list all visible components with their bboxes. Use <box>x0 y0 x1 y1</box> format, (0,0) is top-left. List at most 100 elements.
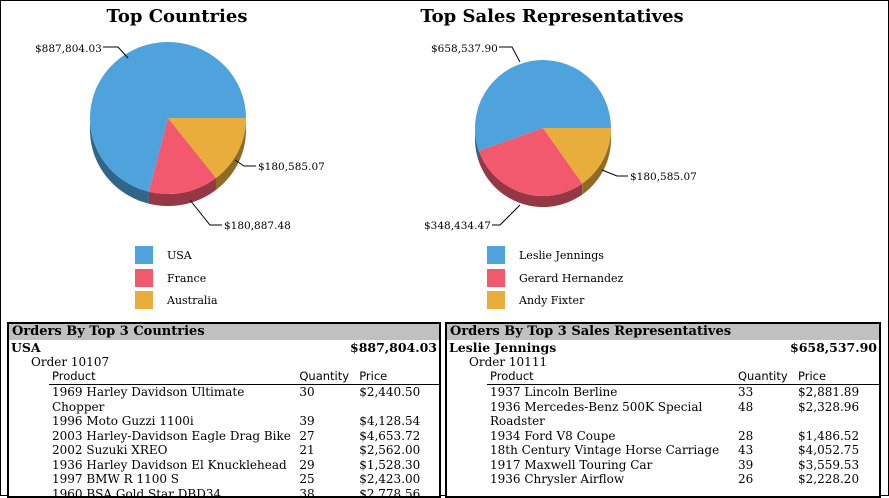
orders-by-sales-reps-panel: Orders By Top 3 Sales Representatives Le… <box>445 322 881 498</box>
table-header: Product Quantity Price <box>49 369 439 385</box>
cell-quantity: 39 <box>299 414 359 429</box>
cell-price: $2,423.00 <box>359 472 439 487</box>
orders-by-countries-panel: Orders By Top 3 Countries USA $887,804.0… <box>7 322 441 498</box>
order-number: Order 10111 <box>447 355 879 369</box>
cell-product: 1917 Maxwell Touring Car <box>487 458 738 473</box>
pie-chart-0: $887,804.03 $180,887.48 $180,585.07 <box>35 42 325 232</box>
cell-quantity: 48 <box>738 400 798 429</box>
cell-price: $2,881.89 <box>798 385 878 400</box>
cell-product: 1934 Ford V8 Coupe <box>487 429 738 444</box>
cell-quantity: 21 <box>299 443 359 458</box>
cell-product: 18th Century Vintage Horse Carriage <box>487 443 738 458</box>
cell-price: $2,562.00 <box>359 443 439 458</box>
value-label-leader <box>492 205 520 225</box>
legend-item-andy-fixter: Andy Fixter <box>487 291 584 309</box>
cell-price: $2,328.96 <box>798 400 878 429</box>
cell-quantity: 38 <box>299 487 359 498</box>
value-label-leader <box>602 170 628 176</box>
legend-item-france: France <box>135 269 206 287</box>
cell-price: $4,128.54 <box>359 414 439 429</box>
legend-swatch-andy <box>487 291 505 309</box>
cell-price: $2,228.20 <box>798 472 878 487</box>
column-header-price: Price <box>359 369 439 384</box>
table-row: 1936 Mercedes-Benz 500K Special Roadster… <box>487 400 879 429</box>
column-header-product: Product <box>487 369 738 384</box>
legend-item-usa: USA <box>135 246 192 264</box>
order-lines-table: Product Quantity Price 1937 Lincoln Berl… <box>487 369 879 487</box>
column-header-price: Price <box>798 369 878 384</box>
cell-product: 1936 Mercedes-Benz 500K Special Roadster <box>487 400 738 429</box>
column-header-product: Product <box>49 369 299 384</box>
cell-quantity: 26 <box>738 472 798 487</box>
cell-quantity: 29 <box>299 458 359 473</box>
cell-quantity: 33 <box>738 385 798 400</box>
cell-price: $2,778.56 <box>359 487 439 498</box>
cell-price: $2,440.50 <box>359 385 439 414</box>
panel-title: Orders By Top 3 Sales Representatives <box>447 324 879 340</box>
legend-swatch-france <box>135 269 153 287</box>
cell-price: $3,559.53 <box>798 458 878 473</box>
pie-value-label: $180,887.48 <box>224 220 291 232</box>
column-header-quantity: Quantity <box>299 369 359 384</box>
cell-product: 2002 Suzuki XREO <box>49 443 299 458</box>
pie-value-label: $658,537.90 <box>431 43 498 55</box>
legend-swatch-australia <box>135 291 153 309</box>
pie-charts: $887,804.03$180,887.48$180,585.07$658,53… <box>0 0 889 320</box>
pie-value-label: $180,585.07 <box>258 161 325 173</box>
pie-value-label: $887,804.03 <box>35 43 102 55</box>
cell-product: 1997 BMW R 1100 S <box>49 472 299 487</box>
cell-quantity: 30 <box>299 385 359 414</box>
cell-price: $1,528.30 <box>359 458 439 473</box>
cell-quantity: 28 <box>738 429 798 444</box>
group-total: $887,804.03 <box>350 340 437 355</box>
cell-product: 1936 Chrysler Airflow <box>487 472 738 487</box>
cell-quantity: 43 <box>738 443 798 458</box>
cell-quantity: 39 <box>738 458 798 473</box>
pie-value-label: $180,585.07 <box>630 171 697 183</box>
legend-swatch-leslie <box>487 246 505 264</box>
group-header: USA $887,804.03 <box>9 340 439 355</box>
table-header: Product Quantity Price <box>487 369 879 385</box>
legend-item-leslie-jennings: Leslie Jennings <box>487 246 604 264</box>
column-header-quantity: Quantity <box>738 369 798 384</box>
cell-product: 2003 Harley-Davidson Eagle Drag Bike <box>49 429 299 444</box>
cell-price: $4,653.72 <box>359 429 439 444</box>
value-label-leader <box>190 200 222 225</box>
legend-label-leslie: Leslie Jennings <box>519 249 604 262</box>
cell-quantity: 25 <box>299 472 359 487</box>
pie-value-label: $348,434.47 <box>424 220 491 232</box>
legend-swatch-gerard <box>487 269 505 287</box>
cell-product: 1996 Moto Guzzi 1100i <box>49 414 299 429</box>
value-label-leader <box>499 47 520 62</box>
group-name: USA <box>11 340 41 355</box>
legend-label-usa: USA <box>167 249 192 262</box>
cell-quantity: 27 <box>299 429 359 444</box>
order-number: Order 10107 <box>9 355 439 369</box>
cell-product: 1969 Harley Davidson Ultimate Chopper <box>49 385 299 414</box>
group-name: Leslie Jennings <box>449 340 556 355</box>
legend-label-gerard: Gerard Hernandez <box>519 272 623 285</box>
legend-swatch-usa <box>135 246 153 264</box>
cell-product: 1937 Lincoln Berline <box>487 385 738 400</box>
cell-product: 1960 BSA Gold Star DBD34 <box>49 487 299 498</box>
legend-item-gerard-hernandez: Gerard Hernandez <box>487 269 623 287</box>
legend-label-andy: Andy Fixter <box>519 294 584 307</box>
group-header: Leslie Jennings $658,537.90 <box>447 340 879 355</box>
legend-label-australia: Australia <box>167 294 218 307</box>
pie-chart-1: $658,537.90 $348,434.47 $180,585.07 <box>424 43 697 232</box>
cell-price: $1,486.52 <box>798 429 878 444</box>
group-total: $658,537.90 <box>790 340 877 355</box>
cell-product: 1936 Harley Davidson El Knucklehead <box>49 458 299 473</box>
